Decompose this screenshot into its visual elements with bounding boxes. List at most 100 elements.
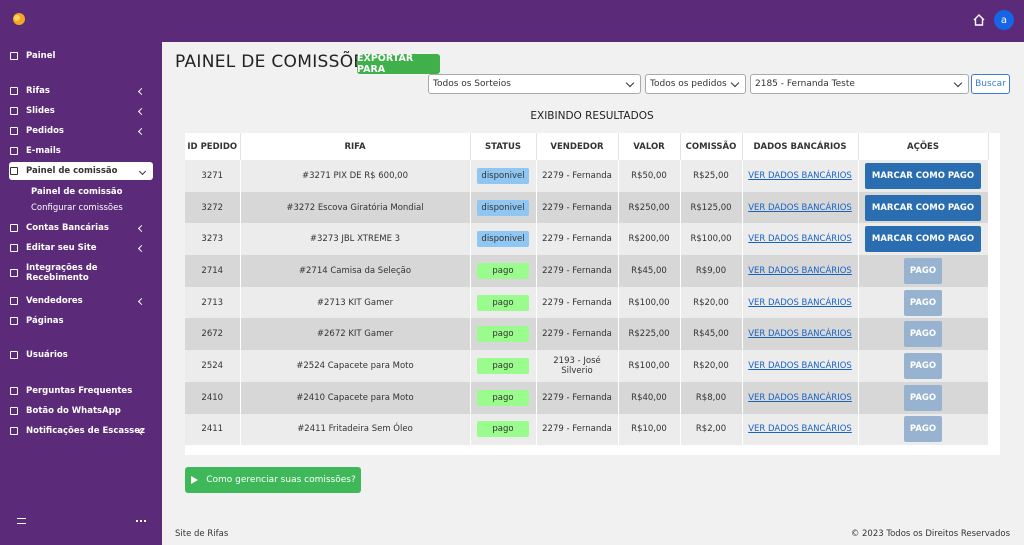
paid-button: PAGO [903, 257, 943, 284]
nav-arrow [137, 87, 146, 95]
nav-icon [10, 107, 18, 115]
home-icon[interactable] [972, 13, 986, 27]
table-cell: PAGO [858, 255, 989, 287]
help-button[interactable]: Como gerenciar suas comissões? [185, 467, 361, 493]
cell-text: R$200,00 [628, 234, 670, 245]
nav-icon [10, 244, 18, 252]
nav-item[interactable]: E-mails [10, 142, 152, 160]
nav-item[interactable]: Editar seu Site [10, 239, 152, 257]
sorteio-select[interactable]: Todos os Sorteios [428, 74, 641, 94]
column-header: STATUS [470, 133, 537, 160]
nav-icon [10, 224, 18, 232]
table-cell: MARCAR COMO PAGO [858, 223, 989, 256]
cell-text: 2279 - Fernanda [542, 297, 612, 308]
cell-text: R$45,00 [631, 265, 667, 276]
table-cell: R$50,00 [618, 160, 681, 192]
table-cell: pago [470, 318, 537, 351]
table-cell: R$45,00 [618, 255, 681, 287]
table-cell: VER DADOS BANCÁRIOS [742, 255, 859, 287]
results-title: EXIBINDO RESULTADOS [530, 110, 654, 122]
cell-text: 3273 [201, 234, 224, 245]
status-badge: pago [477, 389, 529, 406]
table-cell: #3273 JBL XTREME 3 [240, 223, 471, 256]
nav-item[interactable]: Rifas [10, 82, 152, 100]
nav-icon [10, 407, 18, 415]
bank-link[interactable]: VER DADOS BANCÁRIOS [748, 329, 852, 340]
export-button[interactable]: EXPORTAR PARA [357, 53, 440, 75]
table-row: 2524 #2524 Capacete para Moto pago 2193 - J… [185, 350, 989, 382]
cell-text: R$2,00 [695, 424, 727, 435]
bank-link[interactable]: VER DADOS BANCÁRIOS [748, 202, 852, 213]
table-cell: VER DADOS BANCÁRIOS [742, 223, 859, 256]
topbar: a [0, 0, 1024, 42]
table-cell: VER DADOS BANCÁRIOS [742, 286, 859, 319]
nav-item[interactable]: Slides [10, 102, 152, 120]
table-cell: R$45,00 [680, 318, 743, 351]
nav-arrow [137, 297, 146, 305]
cell-text: #3272 Escova Giratória Mondial [286, 202, 424, 213]
bank-link[interactable]: VER DADOS BANCÁRIOS [748, 297, 852, 308]
table-cell: 2193 - José Silverio [536, 350, 619, 382]
table-cell: R$200,00 [618, 223, 681, 256]
nav-label: Botão do WhatsApp [26, 406, 121, 416]
more-icon[interactable] [136, 520, 146, 522]
table-cell: MARCAR COMO PAGO [858, 191, 989, 224]
table-row: 2411 #2411 Fritadeira Sem Óleo pago 2279 - … [185, 413, 989, 446]
table-cell: R$100,00 [618, 286, 681, 319]
bank-link[interactable]: VER DADOS BANCÁRIOS [748, 170, 852, 181]
mark-paid-button[interactable]: MARCAR COMO PAGO [864, 162, 982, 189]
collapse-icon[interactable] [17, 518, 26, 524]
nav-subitem[interactable]: Configurar comissões [31, 203, 123, 213]
nav-item[interactable]: Usuários [10, 346, 152, 364]
nav-item[interactable]: Contas Bancárias [10, 219, 152, 237]
nav-item[interactable]: Páginas [10, 312, 152, 330]
cell-text: 2714 [201, 265, 224, 276]
footer-right: © 2023 Todos os Direitos Reservados [850, 529, 1010, 539]
mark-paid-button[interactable]: MARCAR COMO PAGO [864, 194, 982, 221]
vendedor-select[interactable]: 2185 - Fernanda Teste [750, 74, 969, 94]
table-cell: #2714 Camisa da Seleção [240, 255, 471, 287]
bank-link[interactable]: VER DADOS BANCÁRIOS [748, 265, 852, 276]
nav-icon [10, 317, 18, 325]
table-cell: pago [470, 286, 537, 319]
search-button[interactable]: Buscar [971, 74, 1010, 94]
cell-text: 2524 [201, 360, 224, 371]
cell-text: R$100,00 [628, 360, 670, 371]
cell-text: R$25,00 [693, 170, 729, 181]
status-badge: pago [477, 421, 529, 438]
table-cell: #2672 KIT Gamer [240, 318, 471, 351]
nav-item[interactable]: Integrações de Recebimento [10, 259, 100, 287]
nav-arrow [137, 224, 146, 232]
table-row: 3272 #3272 Escova Giratória Mondial dispon… [185, 191, 989, 224]
bank-link[interactable]: VER DADOS BANCÁRIOS [748, 392, 852, 403]
table-cell: pago [470, 350, 537, 382]
nav-item[interactable]: Notificações de Escassez [10, 422, 152, 440]
bank-link[interactable]: VER DADOS BANCÁRIOS [748, 234, 852, 245]
paid-button: PAGO [903, 352, 943, 379]
nav-item[interactable]: Perguntas Frequentes [10, 382, 152, 400]
nav-item[interactable]: Painel [10, 47, 152, 65]
nav-label: Slides [26, 106, 55, 116]
cell-text: 2279 - Fernanda [542, 265, 612, 276]
pedidos-select[interactable]: Todos os pedidos [645, 74, 746, 94]
cell-text: R$40,00 [631, 392, 667, 403]
nav-item[interactable]: Pedidos [10, 122, 152, 140]
nav-item[interactable]: Painel de comissão [9, 162, 153, 180]
footer-left: Site de Rifas [175, 529, 229, 539]
cell-text: #3271 PIX DE R$ 600,00 [302, 170, 408, 181]
mark-paid-button[interactable]: MARCAR COMO PAGO [864, 226, 982, 253]
table-cell: 2672 [185, 318, 241, 351]
bank-link[interactable]: VER DADOS BANCÁRIOS [748, 424, 852, 435]
bank-link[interactable]: VER DADOS BANCÁRIOS [748, 360, 852, 371]
nav-icon [10, 427, 18, 435]
cell-text: #3273 JBL XTREME 3 [309, 234, 401, 245]
table-cell: PAGO [858, 381, 989, 414]
table-cell: 2410 [185, 381, 241, 414]
nav-item[interactable]: Vendedores [10, 292, 152, 310]
cell-text: 2279 - Fernanda [542, 392, 612, 403]
nav-subitem[interactable]: Painel de comissão [31, 187, 123, 197]
cell-text: 2672 [201, 329, 224, 340]
table-cell: #3271 PIX DE R$ 600,00 [240, 160, 471, 192]
nav-item[interactable]: Botão do WhatsApp [10, 402, 152, 420]
avatar[interactable]: a [994, 10, 1014, 30]
